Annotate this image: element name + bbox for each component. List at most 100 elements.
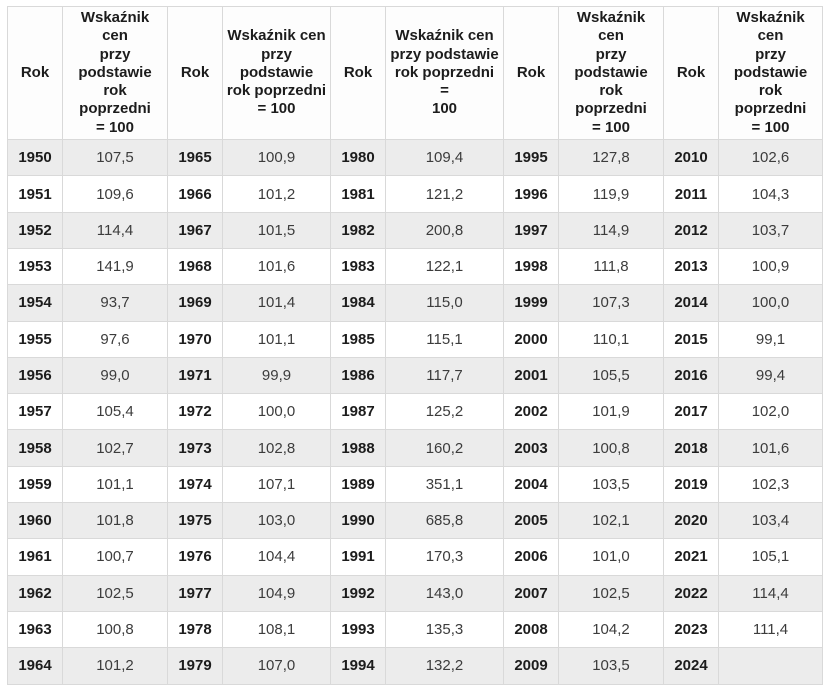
year-cell: 2019 bbox=[663, 465, 719, 504]
year-cell: 1966 bbox=[167, 175, 223, 213]
year-cell: 2007 bbox=[503, 574, 559, 612]
index-value-cell: 105,1 bbox=[718, 538, 823, 576]
year-cell: 1978 bbox=[167, 610, 223, 649]
year-cell: 1973 bbox=[167, 429, 223, 467]
index-value-cell: 132,2 bbox=[385, 647, 504, 685]
year-cell: 1995 bbox=[503, 139, 559, 177]
index-value-cell: 101,8 bbox=[62, 502, 168, 540]
year-cell: 1957 bbox=[7, 393, 63, 431]
year-cell: 1994 bbox=[330, 647, 386, 685]
year-cell: 1990 bbox=[330, 502, 386, 540]
year-cell: 2010 bbox=[663, 139, 719, 177]
index-value-cell: 102,6 bbox=[718, 139, 823, 177]
year-cell: 2004 bbox=[503, 465, 559, 504]
index-value-cell: 100,8 bbox=[558, 429, 664, 467]
year-cell: 2006 bbox=[503, 538, 559, 576]
year-cell: 1959 bbox=[7, 465, 63, 504]
year-cell: 2023 bbox=[663, 610, 719, 649]
column-header-index: Wskaźnik cen przy podstawie rok poprzedn… bbox=[558, 5, 664, 141]
index-value-cell: 103,0 bbox=[222, 502, 331, 540]
table-row: 1956 99,0 1971 99,9 1986 117,7 2001 105,5 2016 99… bbox=[7, 356, 823, 395]
year-cell: 1975 bbox=[167, 502, 223, 540]
column-header-rok: Rok bbox=[503, 5, 559, 141]
index-value-cell: 351,1 bbox=[385, 465, 504, 504]
year-cell: 1971 bbox=[167, 356, 223, 395]
year-cell: 1951 bbox=[7, 175, 63, 213]
table-row: 1951 109,6 1966 101,2 1981 121,2 1996 119,9 2011… bbox=[7, 175, 823, 213]
year-cell: 1958 bbox=[7, 429, 63, 467]
index-value-cell: 101,2 bbox=[222, 175, 331, 213]
index-value-cell: 103,7 bbox=[718, 211, 823, 249]
index-value-cell: 99,4 bbox=[718, 356, 823, 395]
index-value-cell: 110,1 bbox=[558, 320, 664, 358]
table-row: 1955 97,6 1970 101,1 1985 115,1 2000 110,1 2015 9… bbox=[7, 320, 823, 358]
index-value-cell: 160,2 bbox=[385, 429, 504, 467]
year-cell: 1992 bbox=[330, 574, 386, 612]
table-row: 1950 107,5 1965 100,9 1980 109,4 1995 127,8 2010… bbox=[7, 139, 823, 177]
year-cell: 1996 bbox=[503, 175, 559, 213]
index-value-cell: 101,6 bbox=[222, 247, 331, 286]
year-cell: 1954 bbox=[7, 284, 63, 322]
year-cell: 2002 bbox=[503, 393, 559, 431]
table-row: 1963 100,8 1978 108,1 1993 135,3 2008 104,2 2023… bbox=[7, 610, 823, 649]
index-value-cell: 103,5 bbox=[558, 647, 664, 685]
index-value-cell: 101,6 bbox=[718, 429, 823, 467]
index-value-cell bbox=[718, 647, 823, 685]
table-row: 1964 101,2 1979 107,0 1994 132,2 2009 103,5 2024 bbox=[7, 647, 823, 685]
year-cell: 1974 bbox=[167, 465, 223, 504]
year-cell: 2003 bbox=[503, 429, 559, 467]
year-cell: 2017 bbox=[663, 393, 719, 431]
index-value-cell: 111,8 bbox=[558, 247, 664, 286]
year-cell: 1988 bbox=[330, 429, 386, 467]
year-cell: 1982 bbox=[330, 211, 386, 249]
year-cell: 1980 bbox=[330, 139, 386, 177]
index-value-cell: 102,3 bbox=[718, 465, 823, 504]
year-cell: 1961 bbox=[7, 538, 63, 576]
year-cell: 1977 bbox=[167, 574, 223, 612]
year-cell: 1952 bbox=[7, 211, 63, 249]
year-cell: 2013 bbox=[663, 247, 719, 286]
year-cell: 1955 bbox=[7, 320, 63, 358]
index-value-cell: 105,5 bbox=[558, 356, 664, 395]
index-value-cell: 100,9 bbox=[718, 247, 823, 286]
table-row: 1962 102,5 1977 104,9 1992 143,0 2007 102,5 2022… bbox=[7, 574, 823, 612]
index-value-cell: 101,4 bbox=[222, 284, 331, 322]
year-cell: 1964 bbox=[7, 647, 63, 685]
index-value-cell: 115,1 bbox=[385, 320, 504, 358]
year-cell: 1986 bbox=[330, 356, 386, 395]
year-cell: 1976 bbox=[167, 538, 223, 576]
index-value-cell: 114,4 bbox=[62, 211, 168, 249]
index-value-cell: 102,7 bbox=[62, 429, 168, 467]
year-cell: 1962 bbox=[7, 574, 63, 612]
year-cell: 2011 bbox=[663, 175, 719, 213]
column-header-index: Wskaźnik cen przy podstawie rok poprzedn… bbox=[222, 5, 331, 141]
column-header-rok: Rok bbox=[663, 5, 719, 141]
index-value-cell: 102,8 bbox=[222, 429, 331, 467]
year-cell: 1999 bbox=[503, 284, 559, 322]
index-value-cell: 115,0 bbox=[385, 284, 504, 322]
index-value-cell: 117,7 bbox=[385, 356, 504, 395]
column-header-index: Wskaźnik cen przy podstawie rok poprzedn… bbox=[62, 5, 168, 141]
table-row: 1952 114,4 1967 101,5 1982 200,8 1997 114,9 2012… bbox=[7, 211, 823, 249]
index-value-cell: 109,4 bbox=[385, 139, 504, 177]
year-cell: 1967 bbox=[167, 211, 223, 249]
index-value-cell: 170,3 bbox=[385, 538, 504, 576]
year-cell: 1997 bbox=[503, 211, 559, 249]
year-cell: 2005 bbox=[503, 502, 559, 540]
column-header-rok: Rok bbox=[330, 5, 386, 141]
year-cell: 1983 bbox=[330, 247, 386, 286]
table-row: 1953 141,9 1968 101,6 1983 122,1 1998 111,8 2013… bbox=[7, 247, 823, 286]
year-cell: 1979 bbox=[167, 647, 223, 685]
index-value-cell: 103,4 bbox=[718, 502, 823, 540]
index-value-cell: 107,3 bbox=[558, 284, 664, 322]
index-value-cell: 121,2 bbox=[385, 175, 504, 213]
index-value-cell: 102,5 bbox=[62, 574, 168, 612]
year-cell: 2001 bbox=[503, 356, 559, 395]
year-cell: 2020 bbox=[663, 502, 719, 540]
index-value-cell: 122,1 bbox=[385, 247, 504, 286]
index-value-cell: 108,1 bbox=[222, 610, 331, 649]
year-cell: 2018 bbox=[663, 429, 719, 467]
index-value-cell: 100,0 bbox=[222, 393, 331, 431]
index-value-cell: 104,4 bbox=[222, 538, 331, 576]
index-value-cell: 107,1 bbox=[222, 465, 331, 504]
